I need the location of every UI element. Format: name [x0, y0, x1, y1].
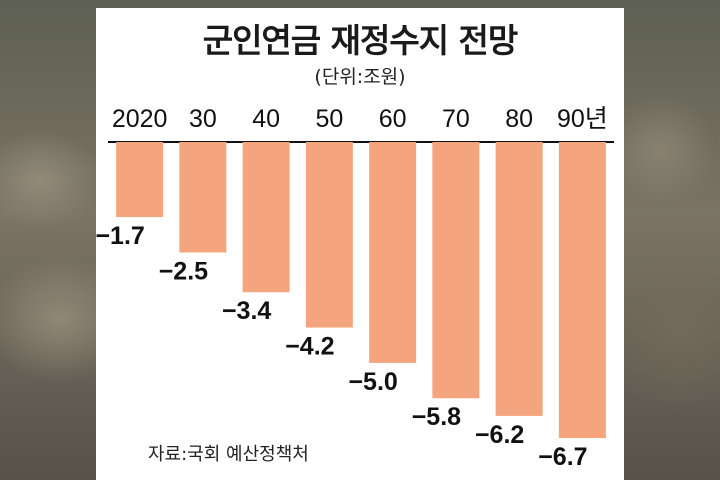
value-label-5: −5.8 — [412, 403, 461, 431]
value-label-6: −6.2 — [475, 421, 524, 449]
value-label-3: −4.2 — [285, 333, 334, 361]
bar-3 — [305, 142, 353, 328]
bar-4 — [369, 142, 417, 363]
category-label-5: 70 — [442, 105, 470, 133]
category-label-2: 40 — [252, 105, 280, 133]
category-label-1: 30 — [189, 105, 217, 133]
category-label-6: 80 — [505, 105, 533, 133]
value-label-2: −3.4 — [222, 297, 271, 325]
bar-5 — [432, 142, 480, 399]
category-label-0: 2020 — [112, 105, 168, 133]
unit-label: (단위:조원) — [314, 66, 406, 88]
bar-7 — [558, 142, 606, 438]
value-label-7: −6.7 — [538, 443, 587, 471]
bar-2 — [242, 142, 290, 293]
category-label-7: 90년 — [557, 105, 608, 133]
bar-6 — [495, 142, 543, 416]
value-label-0: −1.7 — [95, 222, 144, 250]
value-label-4: −5.0 — [348, 368, 397, 396]
category-label-4: 60 — [379, 105, 407, 133]
bar-1 — [179, 142, 227, 253]
source-note: 자료:국회 예산정책처 — [148, 444, 309, 465]
chart-title: 군인연금 재정수지 전망 — [202, 21, 519, 60]
category-label-3: 50 — [315, 105, 343, 133]
value-label-1: −2.5 — [159, 257, 208, 285]
bar-0 — [116, 142, 164, 218]
